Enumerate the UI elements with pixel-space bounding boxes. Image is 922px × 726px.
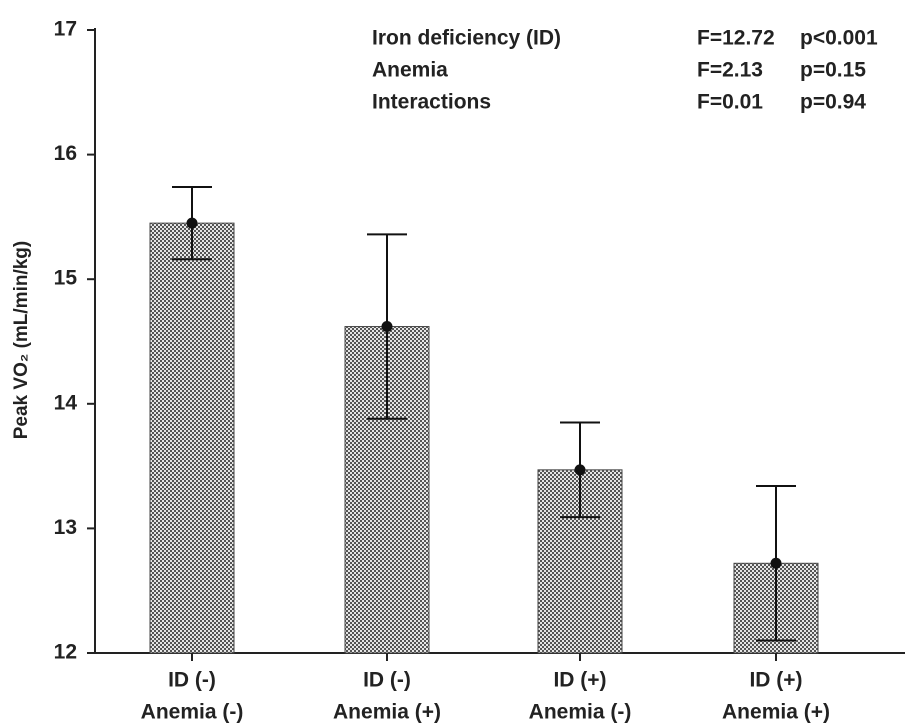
- y-tick-label: 15: [54, 267, 78, 290]
- x-tick-label: ID (+): [553, 669, 606, 692]
- y-tick-label: 17: [54, 18, 77, 41]
- x-tick-label: ID (-): [168, 669, 216, 692]
- x-tick-label: Anemia (-): [141, 701, 244, 724]
- y-tick-label: 14: [54, 391, 78, 414]
- annotation: F=0.01: [697, 91, 763, 114]
- y-tick-label: 13: [54, 516, 77, 539]
- mean-dot: [770, 557, 782, 569]
- annotation: Interactions: [372, 91, 491, 114]
- y-axis-label: Peak VO₂ (mL/min/kg): [11, 241, 32, 440]
- x-tick-label: Anemia (+): [333, 701, 441, 724]
- bar: [149, 222, 235, 654]
- mean-dot: [186, 217, 198, 229]
- y-tick-label: 16: [54, 142, 77, 165]
- annotation: Iron deficiency (ID): [372, 27, 561, 50]
- annotation: F=12.72: [697, 27, 775, 50]
- annotation: p=0.94: [800, 91, 866, 114]
- annotation: p<0.001: [800, 27, 878, 50]
- annotation: Anemia: [372, 59, 448, 82]
- x-tick-label: ID (+): [749, 669, 802, 692]
- x-tick-label: Anemia (-): [529, 701, 632, 724]
- y-tick-label: 12: [54, 641, 77, 664]
- mean-dot: [381, 321, 393, 333]
- x-tick-label: ID (-): [363, 669, 411, 692]
- annotation: F=2.13: [697, 59, 763, 82]
- mean-dot: [574, 464, 586, 476]
- annotation: p=0.15: [800, 59, 866, 82]
- x-tick-label: Anemia (+): [722, 701, 830, 724]
